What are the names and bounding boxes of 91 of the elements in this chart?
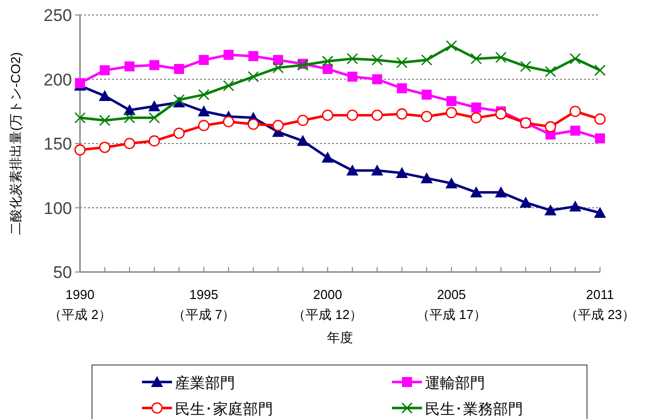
point	[471, 102, 482, 113]
point	[124, 112, 136, 124]
legend-label: 民生･家庭部門	[175, 401, 273, 418]
point	[272, 62, 284, 74]
x-tick-label: 1990 （平成 2）	[48, 287, 112, 322]
point	[198, 105, 210, 116]
point	[248, 118, 259, 130]
y-tick-label: 50	[53, 263, 72, 282]
point	[222, 116, 234, 128]
point	[544, 66, 556, 78]
point	[273, 54, 284, 65]
point	[470, 53, 482, 64]
point	[198, 89, 210, 100]
x-tick-label: 2011 （平成 23）	[564, 287, 636, 322]
point	[371, 110, 383, 121]
point	[322, 56, 334, 67]
point	[520, 196, 532, 208]
legend-label: 産業部門	[175, 375, 235, 392]
y-tick-label: 100	[44, 198, 72, 218]
point	[297, 114, 309, 126]
point	[322, 64, 333, 74]
point	[148, 100, 160, 112]
point	[371, 164, 384, 176]
point	[75, 78, 85, 88]
y-tick-label: 200	[44, 70, 72, 90]
y-axis-title: 二酸化炭素排出量(万トン-CO2)	[8, 52, 23, 235]
point	[570, 126, 580, 136]
point	[148, 135, 160, 147]
point	[544, 204, 556, 216]
point	[346, 164, 358, 176]
point	[124, 138, 136, 150]
point	[174, 64, 184, 74]
point	[322, 110, 334, 121]
point	[470, 186, 482, 198]
x-tick-label: 2005 （平成 17）	[416, 287, 486, 322]
point	[494, 186, 507, 198]
point	[296, 134, 309, 146]
point	[74, 112, 86, 124]
x-tick-label: 1995 （平成 7）	[172, 287, 236, 322]
point	[149, 60, 160, 70]
point	[446, 96, 456, 106]
point	[99, 142, 110, 154]
point	[544, 121, 556, 132]
point	[446, 40, 458, 52]
point	[346, 110, 358, 121]
point	[99, 114, 110, 126]
point	[420, 172, 433, 184]
point	[74, 144, 86, 156]
point	[446, 107, 458, 118]
point	[248, 71, 259, 82]
legend-label: 民生･業務部門	[425, 401, 523, 418]
point	[173, 128, 185, 139]
point	[100, 65, 110, 76]
x-tick-label: 2000 （平成 12）	[292, 287, 363, 322]
point	[322, 152, 334, 163]
y-tick-label: 250	[44, 6, 72, 25]
point	[372, 74, 382, 84]
point	[594, 64, 606, 76]
point	[148, 112, 160, 124]
point	[421, 110, 432, 122]
point	[346, 53, 358, 64]
point	[570, 106, 581, 118]
point	[124, 61, 135, 72]
point	[396, 83, 407, 94]
point	[422, 90, 432, 100]
point	[569, 200, 582, 212]
point	[421, 54, 432, 66]
y-tick-label: 150	[44, 134, 72, 154]
point	[495, 52, 507, 64]
point	[272, 120, 284, 132]
point	[396, 167, 408, 178]
point	[347, 72, 358, 82]
point	[198, 120, 210, 132]
point	[396, 56, 408, 68]
point	[595, 133, 605, 144]
point	[470, 112, 482, 124]
x-axis-title: 年度	[327, 330, 353, 345]
point	[594, 113, 606, 125]
point	[198, 54, 209, 65]
point	[224, 50, 234, 60]
point	[248, 51, 258, 62]
point	[222, 80, 234, 92]
point	[570, 53, 581, 64]
legend-label: 運輸部門	[425, 375, 485, 392]
point	[495, 108, 507, 120]
point	[520, 60, 532, 72]
point	[396, 108, 408, 120]
point	[445, 177, 458, 188]
point	[98, 90, 111, 101]
point	[371, 54, 383, 66]
point	[594, 206, 606, 218]
